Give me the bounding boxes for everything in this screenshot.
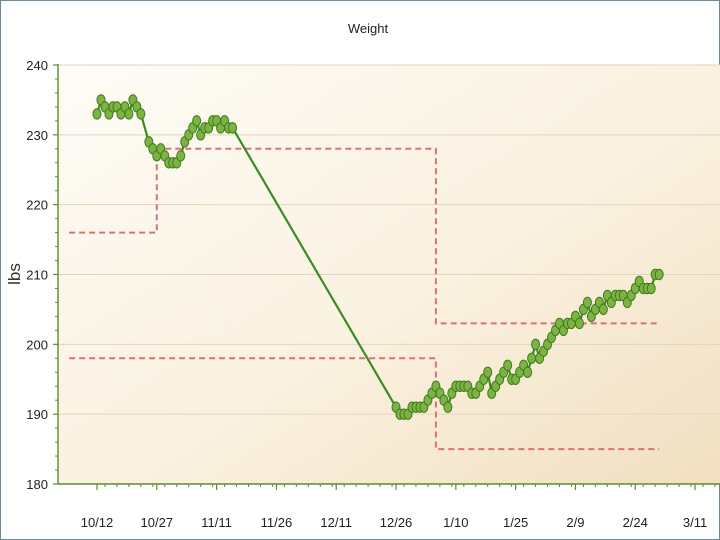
x-tick-label: 1/10 xyxy=(443,515,468,530)
y-tick-label: 190 xyxy=(26,407,48,422)
y-tick-label: 230 xyxy=(26,128,48,143)
data-point xyxy=(228,122,238,134)
y-tick-label: 210 xyxy=(26,268,48,283)
x-tick-label: 12/26 xyxy=(380,515,413,530)
data-point xyxy=(443,401,453,413)
y-tick-label: 220 xyxy=(26,198,48,213)
grid xyxy=(58,64,720,415)
x-tick-label: 12/11 xyxy=(320,515,352,530)
data-point xyxy=(654,268,664,281)
data-point xyxy=(92,108,102,120)
data-point xyxy=(136,108,146,120)
data-point xyxy=(176,150,186,162)
y-tick-label: 240 xyxy=(26,58,48,73)
x-tick-label: 2/24 xyxy=(623,515,648,530)
x-tick-label: 3/11 xyxy=(683,515,707,530)
x-tick-label: 1/25 xyxy=(503,515,528,530)
data-point xyxy=(124,108,134,120)
data-point xyxy=(598,303,608,316)
data-point xyxy=(483,366,493,378)
weight-markers xyxy=(92,94,664,420)
data-point xyxy=(527,352,537,365)
x-tick-label: 11/26 xyxy=(261,515,293,530)
x-tick-label: 10/12 xyxy=(81,515,114,530)
data-point xyxy=(582,296,592,309)
x-tick-label: 11/11 xyxy=(201,515,232,530)
x-tick-label: 10/27 xyxy=(141,515,174,530)
data-point xyxy=(523,366,533,378)
x-ticks: 10/12 10/27 11/11 11/26 12/11 12/26 1/10 1/25 2/… xyxy=(81,484,716,530)
x-tick-label: 2/9 xyxy=(566,515,584,530)
reference-step-line-1 xyxy=(69,147,660,325)
data-point xyxy=(574,317,584,330)
y-tick-label: 200 xyxy=(26,337,48,352)
reference-lines xyxy=(69,147,660,451)
data-point xyxy=(503,359,513,371)
y-ticks: 180 190 200 210 220 230 240 xyxy=(26,58,58,492)
data-point xyxy=(646,282,656,295)
data-point xyxy=(531,338,541,351)
chart-title: Weight xyxy=(348,21,389,36)
reference-step-line-2 xyxy=(69,357,660,451)
data-point xyxy=(192,115,202,127)
y-tick-label: 180 xyxy=(26,477,48,492)
y-axis-title: lbs xyxy=(5,263,24,285)
